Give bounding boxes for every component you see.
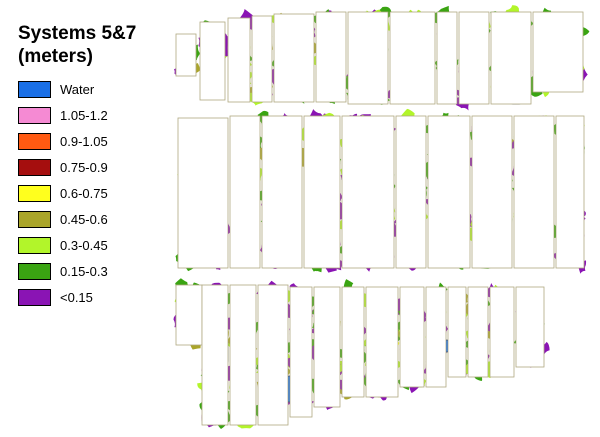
map-outlines <box>175 11 585 426</box>
field-outline <box>315 11 347 103</box>
legend-swatch-water <box>18 80 51 98</box>
field-outline <box>201 284 229 426</box>
field-outline <box>515 286 545 368</box>
legend-item-1-05-1-2: 1.05-1.2 <box>14 102 164 128</box>
field-outline <box>427 115 471 269</box>
legend-item-0-45-0-6: 0.45-0.6 <box>14 206 164 232</box>
field-outline <box>347 11 389 105</box>
legend-swatch-1-05-1-2 <box>18 106 51 124</box>
legend-swatch-0-75-0-9 <box>18 158 51 176</box>
field-outline <box>257 284 289 426</box>
field-outline <box>399 286 425 388</box>
field-outline <box>365 286 399 398</box>
legend-swatch-0-45-0-6 <box>18 210 51 228</box>
legend-label-0-75-0-9: 0.75-0.9 <box>60 159 108 175</box>
field-outline <box>273 13 315 103</box>
legend-title-line2: (meters) <box>18 46 93 67</box>
legend-swatch-0-3-0-45 <box>18 236 51 254</box>
field-outline <box>229 115 261 269</box>
legend-label-0-6-0-75: 0.6-0.75 <box>60 185 108 201</box>
legend-item-0-15-0-3: 0.15-0.3 <box>14 258 164 284</box>
field-outline <box>436 11 458 105</box>
legend-swatch-0-6-0-75 <box>18 184 51 202</box>
legend-item-0-9-1-05: 0.9-1.05 <box>14 128 164 154</box>
field-outline <box>313 286 341 408</box>
legend-item-0-3-0-45: 0.3-0.45 <box>14 232 164 258</box>
field-outline <box>490 11 532 105</box>
legend-item-0-75-0-9: 0.75-0.9 <box>14 154 164 180</box>
field-outline <box>425 286 447 388</box>
legend-title: Systems 5&7 (meters) <box>18 22 164 68</box>
field-outline <box>261 115 303 269</box>
legend-label-0-3-0-45: 0.3-0.45 <box>60 237 108 253</box>
field-outline <box>489 286 515 378</box>
field-outline <box>532 11 584 93</box>
field-outline <box>175 284 203 346</box>
field-outline <box>458 11 490 105</box>
field-outline <box>229 284 257 426</box>
field-outline <box>199 21 226 101</box>
legend-swatch-lt-0-15 <box>18 288 51 306</box>
legend-label-0-15-0-3: 0.15-0.3 <box>60 263 108 279</box>
legend-label-0-9-1-05: 0.9-1.05 <box>60 133 108 149</box>
field-outline <box>289 286 313 418</box>
field-outline <box>341 286 365 398</box>
legend-item-0-6-0-75: 0.6-0.75 <box>14 180 164 206</box>
field-outline <box>251 15 273 103</box>
legend-label-lt-0-15: <0.15 <box>60 289 93 305</box>
legend-swatch-0-9-1-05 <box>18 132 51 150</box>
field-outline <box>513 115 555 269</box>
legend-label-water: Water <box>60 81 95 97</box>
field-outline <box>395 115 427 269</box>
field-outline <box>175 33 197 77</box>
field-outline <box>341 115 395 269</box>
legend-title-line1: Systems 5&7 <box>18 23 137 44</box>
legend-item-lt-0-15: <0.15 <box>14 284 164 310</box>
field-outline <box>303 115 341 269</box>
field-outline <box>389 11 436 105</box>
field-outline <box>177 117 229 269</box>
legend-label-0-45-0-6: 0.45-0.6 <box>60 211 108 227</box>
field-outline <box>471 115 513 269</box>
field-outline <box>467 286 489 378</box>
field-outline <box>227 17 251 103</box>
legend-swatch-0-15-0-3 <box>18 262 51 280</box>
legend-item-water: Water <box>14 76 164 102</box>
field-outline <box>555 115 585 269</box>
field-outline <box>447 286 467 378</box>
legend-label-1-05-1-2: 1.05-1.2 <box>60 107 108 123</box>
map-legend: Systems 5&7 (meters) Water 1.05-1.2 0.9-… <box>14 22 164 310</box>
